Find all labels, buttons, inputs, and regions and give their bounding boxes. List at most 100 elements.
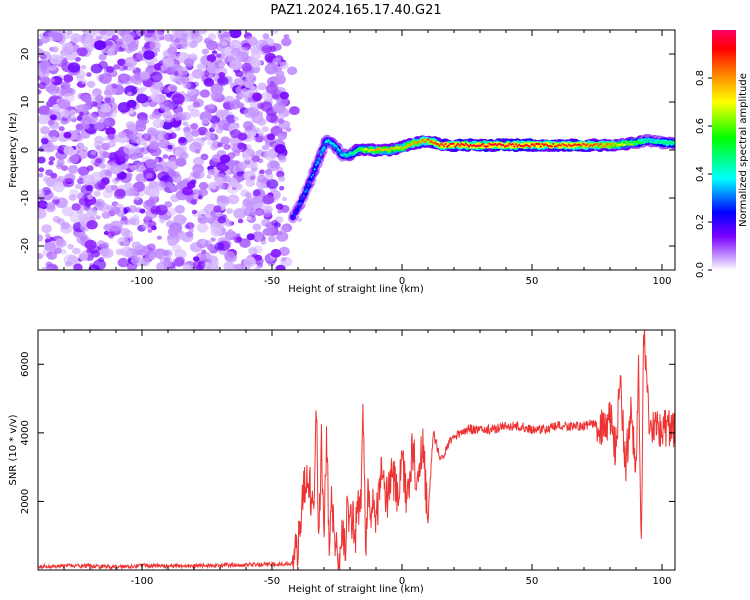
heatmap-ridge-cell	[669, 140, 672, 143]
heatmap-ridge-cell	[493, 143, 495, 146]
heatmap-noise-blob	[233, 116, 239, 121]
heatmap-ridge-cell	[507, 144, 510, 147]
heatmap-noise-blob	[190, 123, 199, 130]
heatmap-ridge-cell	[622, 144, 625, 147]
colorbar-label: Normalized spectral amplitude	[738, 73, 749, 227]
heatmap-noise-blob	[80, 78, 88, 85]
snr-x-ticks: -100 -50 0 50 100	[37, 330, 672, 587]
heatmap-noise-blob	[204, 132, 215, 141]
heatmap-noise-blob	[167, 52, 176, 59]
heatmap-noise-blob	[201, 48, 209, 55]
heatmap-noise-blob	[244, 128, 253, 135]
heatmap-noise-blob	[220, 41, 227, 46]
heatmap-noise-blob	[208, 73, 214, 79]
heatmap-ridge-cell	[650, 141, 653, 144]
heatmap-noise-blob	[250, 51, 261, 60]
heatmap-noise-blob	[40, 126, 51, 135]
heatmap-noise-blob	[40, 137, 49, 145]
heatmap-noise-blob	[279, 91, 289, 100]
heatmap-ridge-cell	[388, 149, 391, 152]
heatmap-noise-blob	[122, 34, 134, 44]
x-tick-label: 0	[399, 576, 405, 587]
heatmap-noise-blob	[172, 244, 182, 253]
heatmap-noise-blob	[281, 37, 292, 47]
heatmap-noise-blob	[257, 102, 265, 109]
heatmap-ridge-cell	[552, 142, 555, 145]
heatmap-noise-blob	[185, 222, 195, 230]
y-tick-label: 4000	[20, 420, 31, 445]
heatmap-noise-blob	[60, 221, 70, 230]
heatmap-noise-blob	[52, 216, 61, 223]
heatmap-ridge-cell	[341, 154, 344, 157]
heatmap-noise-blob	[49, 64, 57, 71]
heatmap-noise-blob	[203, 78, 215, 87]
heatmap-noise-blob	[143, 215, 151, 222]
heatmap-ridge-cell	[340, 153, 343, 156]
heatmap-noise-blob	[117, 236, 129, 247]
heatmap-noise-blob	[262, 205, 273, 214]
heatmap-noise-blob	[38, 189, 45, 198]
heatmap-ridge-cell	[536, 142, 539, 145]
heatmap-noise-blob	[217, 76, 229, 86]
heatmap-noise-blob	[190, 199, 197, 205]
heatmap-noise-blob	[272, 93, 280, 100]
heatmap-noise-blob	[53, 195, 59, 200]
heatmap-noise-blob	[297, 217, 303, 222]
heatmap-noise-blob	[164, 115, 174, 123]
heatmap-noise-blob	[270, 30, 279, 35]
heatmap-noise-blob	[230, 129, 242, 139]
heatmap-ridge-cell	[557, 144, 559, 147]
heatmap-noise-blob	[98, 53, 107, 61]
heatmap-ridge-cell	[527, 145, 530, 148]
heatmap-noise-blob	[274, 74, 286, 85]
heatmap-noise-blob	[182, 121, 189, 127]
heatmap-ridge-cell	[510, 143, 513, 146]
heatmap-noise-blob	[101, 211, 111, 219]
heatmap-noise-blob	[124, 56, 138, 68]
heatmap-noise-blob	[90, 150, 97, 156]
heatmap-ridge-cell	[349, 152, 352, 155]
heatmap-noise-blob	[170, 85, 178, 92]
heatmap-ridge-cell	[343, 152, 346, 156]
heatmap-noise-blob	[198, 130, 205, 136]
heatmap-ridge-cell	[560, 144, 563, 147]
heatmap-noise-blob	[136, 137, 146, 146]
heatmap-ridge-cell	[391, 147, 394, 150]
heatmap-noise-blob	[109, 220, 123, 232]
heatmap-noise-blob	[95, 215, 101, 220]
heatmap-noise-blob	[63, 131, 72, 139]
heatmap-ridge-cell	[450, 142, 453, 145]
heatmap-noise-blob	[236, 171, 243, 177]
figure-title: PAZ1.2024.165.17.40.G21	[270, 3, 441, 18]
heatmap-ridge-cell	[658, 141, 661, 144]
heatmap-ridge-cell	[444, 142, 447, 146]
heatmap-noise-blob	[191, 33, 203, 44]
heatmap-noise-blob	[104, 169, 113, 176]
heatmap-ridge-cell	[582, 142, 584, 145]
heatmap-ridge-cell	[410, 144, 413, 147]
heatmap-noise-blob	[246, 215, 252, 221]
heatmap-ridge-cell	[438, 144, 441, 147]
heatmap-ridge-cell	[454, 145, 456, 148]
heatmap-noise-blob	[138, 164, 147, 172]
heatmap-noise-blob	[239, 238, 251, 248]
heatmap-noise-blob	[278, 175, 286, 182]
heatmap-ridge-cell	[465, 142, 467, 145]
heatmap-noise-blob	[280, 225, 290, 233]
heatmap-noise-blob	[158, 139, 170, 149]
heatmap-ridge-cell	[433, 141, 436, 144]
heatmap-noise-blob	[198, 181, 209, 190]
heatmap-noise-blob	[163, 250, 170, 256]
heatmap-noise-blob	[201, 118, 210, 125]
x-tick-label: -100	[131, 276, 154, 287]
colorbar-tick-label: 0.8	[695, 70, 706, 86]
heatmap-ridge-cell	[592, 143, 595, 146]
heatmap-noise-blob	[257, 118, 267, 126]
heatmap-noise-blob	[61, 165, 69, 172]
heatmap-ridge-cell	[499, 143, 502, 146]
heatmap-noise-blob	[136, 93, 149, 104]
x-tick-label: 50	[526, 576, 539, 587]
heatmap-noise-blob	[183, 82, 192, 89]
heatmap-noise-blob	[46, 251, 58, 260]
heatmap-noise-blob	[206, 174, 212, 179]
